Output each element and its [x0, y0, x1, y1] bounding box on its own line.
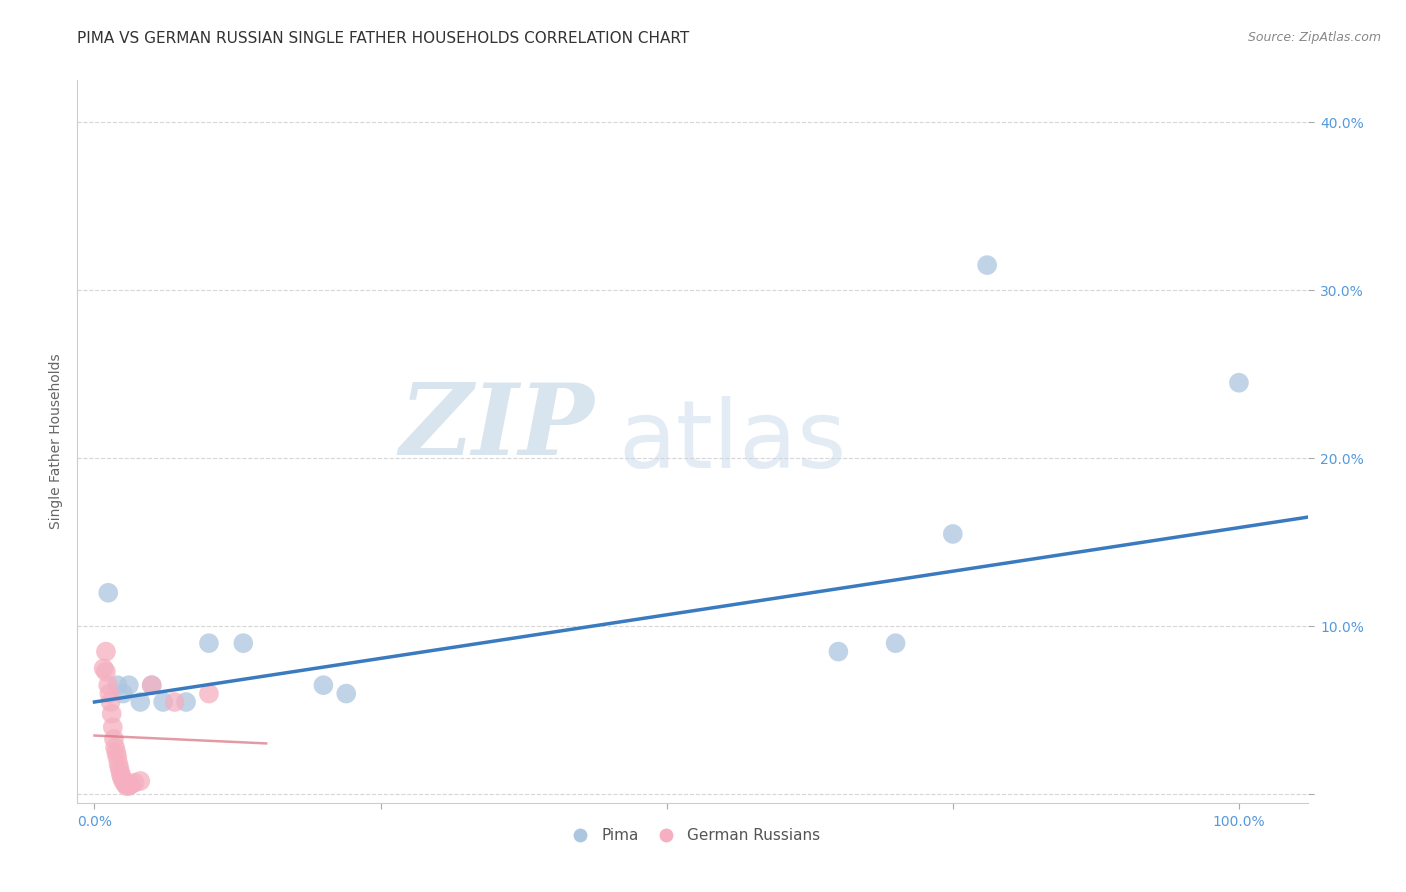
Point	[94, 644, 117, 658]
Point	[118, 779, 141, 793]
Point	[198, 636, 221, 650]
Point	[98, 687, 121, 701]
Point	[97, 678, 120, 692]
Point	[105, 750, 128, 764]
Point	[141, 678, 163, 692]
Point	[174, 695, 197, 709]
Point	[152, 695, 174, 709]
Legend: Pima, German Russians: Pima, German Russians	[558, 822, 827, 849]
Point	[129, 774, 152, 789]
Point	[141, 678, 163, 692]
Point	[335, 687, 357, 701]
Point	[110, 767, 132, 781]
Point	[103, 731, 125, 746]
Text: ZIP: ZIP	[399, 379, 595, 475]
Point	[105, 745, 128, 759]
Point	[112, 774, 135, 789]
Point	[93, 661, 115, 675]
Y-axis label: Single Father Households: Single Father Households	[49, 354, 63, 529]
Point	[107, 757, 129, 772]
Text: Source: ZipAtlas.com: Source: ZipAtlas.com	[1247, 31, 1381, 45]
Point	[94, 665, 117, 679]
Point	[942, 527, 965, 541]
Point	[104, 740, 127, 755]
Point	[198, 687, 221, 701]
Point	[100, 695, 122, 709]
Point	[114, 777, 136, 791]
Point	[976, 258, 998, 272]
Point	[108, 762, 131, 776]
Point	[118, 678, 141, 692]
Point	[124, 775, 146, 789]
Point	[129, 695, 152, 709]
Point	[105, 678, 128, 692]
Point	[827, 644, 849, 658]
Point	[312, 678, 335, 692]
Text: PIMA VS GERMAN RUSSIAN SINGLE FATHER HOUSEHOLDS CORRELATION CHART: PIMA VS GERMAN RUSSIAN SINGLE FATHER HOU…	[77, 31, 689, 46]
Point	[100, 706, 122, 721]
Point	[97, 586, 120, 600]
Point	[163, 695, 186, 709]
Point	[111, 771, 134, 785]
Point	[884, 636, 907, 650]
Point	[101, 720, 124, 734]
Point	[232, 636, 254, 650]
Point	[1227, 376, 1250, 390]
Point	[115, 779, 138, 793]
Point	[112, 687, 135, 701]
Text: atlas: atlas	[619, 395, 846, 488]
Point	[120, 777, 142, 791]
